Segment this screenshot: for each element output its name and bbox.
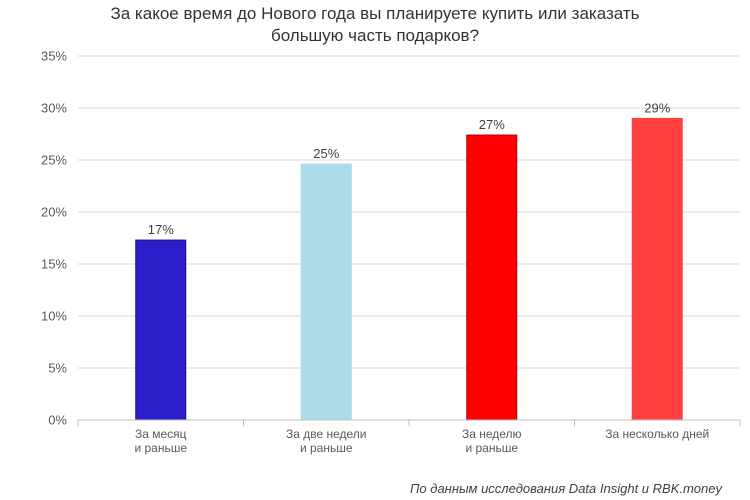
x-tick-label-1: За месяц и раньше [134,427,187,455]
source-note: По данным исследования Data Insight и RB… [410,481,722,496]
chart-title: За какое время до Нового года вы планиру… [0,3,750,47]
y-tick-label: 25% [41,153,67,168]
y-tick-label: 0% [48,413,67,428]
bars [135,117,683,421]
x-tick-label-3: За неделю и раньше [462,427,522,455]
y-tick-label: 15% [41,257,67,272]
bar-2 [300,163,352,421]
bar-chart: 0% 5% 10% 15% 20% 25% 30% 35% 17% 25% 27% 29% За м… [41,49,741,455]
y-tick-label: 20% [41,205,67,220]
chart-title-line-1: За какое время до Нового года вы планиру… [110,4,640,23]
value-label-3: 27% [479,117,505,132]
y-tick-label: 30% [41,101,67,116]
x-tick-label-2: За две недели и раньше [286,427,367,455]
x-tick-label-4: За несколько дней [605,427,709,441]
grid-lines [78,55,740,369]
value-label-2: 25% [313,146,339,161]
x-axis: За месяц и раньше За две недели и раньше За … [77,419,741,455]
y-tick-label: 5% [48,361,67,376]
bar-1 [135,239,187,421]
chart-title-line-2: большую часть подарков? [270,26,480,45]
y-tick-label: 10% [41,309,67,324]
value-label-4: 29% [644,100,670,115]
y-axis: 0% 5% 10% 15% 20% 25% 30% 35% [41,49,67,428]
bar-4 [631,117,683,421]
y-tick-label: 35% [41,49,67,64]
bar-3 [466,134,518,421]
value-label-1: 17% [148,222,174,237]
value-labels: 17% 25% 27% 29% [148,100,671,237]
